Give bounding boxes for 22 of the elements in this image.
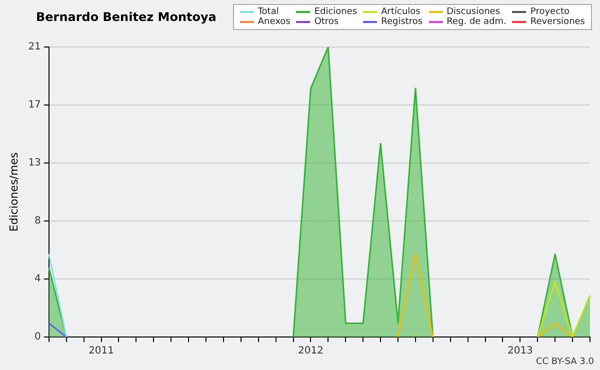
legend-label: Reversiones [530,17,585,27]
x-tick-label: 2013 [507,346,533,357]
legend-label: Proyecto [530,7,570,17]
legend-label: Reg. de adm. [446,17,506,27]
y-axis-title: Ediciones/mes [7,152,20,232]
text: CC BY-SA 3.0 [536,356,594,367]
y-tick-label: 21 [28,42,41,53]
y-tick-label: 13 [28,158,41,169]
chart-title: Bernardo Benitez Montoya [36,10,216,24]
legend-label: Otros [314,17,339,27]
legend-label: Discusiones [446,7,500,17]
legend-label: Anexos [258,17,290,27]
legend-label: Total [258,7,279,17]
legend-label: Artículos [381,7,420,17]
y-tick-label: 8 [34,216,41,227]
x-tick-label: 2012 [298,346,324,357]
x-tick-label: 2011 [88,346,114,357]
legend-label: Ediciones [314,7,358,17]
legend-label: Registros [381,17,423,27]
y-tick-label: 0 [34,332,41,343]
y-tick-label: 17 [28,100,41,111]
y-tick-label: 4 [34,274,41,285]
